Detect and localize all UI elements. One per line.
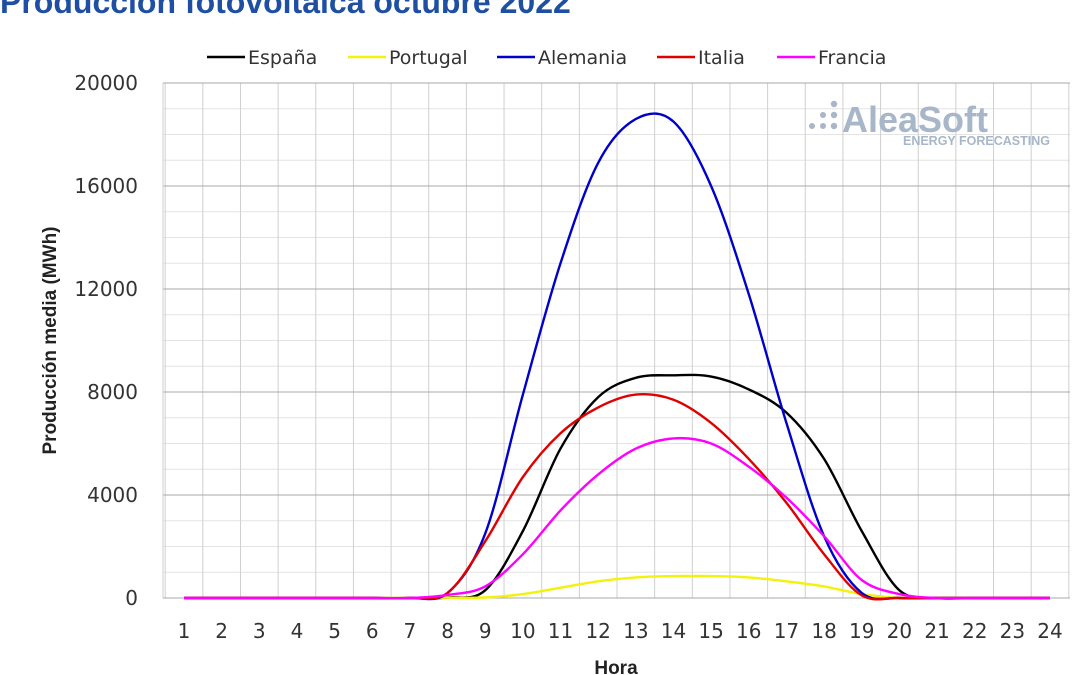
- legend: España Portugal Alemania Italia Francia: [207, 47, 886, 69]
- logo-dot: [820, 112, 826, 118]
- legend-label-alemania: Alemania: [538, 47, 627, 69]
- y-tick-label: 16000: [74, 174, 138, 198]
- logo-tagline: ENERGY FORECASTING: [903, 134, 1050, 148]
- x-tick-label: 9: [479, 619, 492, 643]
- y-tick-label: 20000: [74, 71, 138, 95]
- x-tick-label: 4: [291, 619, 304, 643]
- x-axis-label: Hora: [594, 658, 638, 675]
- page-title: Producción fotovoltaica octubre 2022: [0, 0, 571, 20]
- gridlines: [162, 82, 1070, 599]
- x-tick-label: 7: [404, 619, 417, 643]
- x-tick-label: 11: [548, 619, 573, 643]
- y-axis-label: Producción media (MWh): [40, 227, 61, 455]
- x-tick-label: 14: [661, 619, 686, 643]
- series-line-francia: [184, 436, 1050, 600]
- logo-dot: [830, 111, 838, 119]
- y-tick-label: 0: [125, 586, 138, 610]
- legend-label-italia: Italia: [698, 47, 745, 69]
- x-tick-label: 10: [510, 619, 535, 643]
- x-tick-label: 17: [774, 619, 799, 643]
- x-tick-label: 2: [215, 619, 228, 643]
- x-tick-label: 13: [623, 619, 648, 643]
- x-tick-label: 23: [1000, 619, 1025, 643]
- logo-dot: [830, 100, 838, 108]
- x-tick-label: 5: [328, 619, 341, 643]
- x-tick-label: 16: [736, 619, 761, 643]
- logo-dots-icon: [809, 100, 838, 130]
- y-tick-label: 12000: [74, 277, 138, 301]
- x-tick-label: 6: [366, 619, 379, 643]
- x-tick-label: 20: [887, 619, 912, 643]
- x-tick-labels: 1 2 3 4 5 6 7 8 9 10 11 12 13 14 15 16 17 18 19 20 21 22 23 24: [178, 619, 1063, 643]
- logo-dot: [830, 122, 838, 130]
- x-tick-label: 15: [698, 619, 723, 643]
- logo-dot: [809, 123, 815, 129]
- x-tick-label: 19: [849, 619, 874, 643]
- x-tick-label: 8: [441, 619, 454, 643]
- series-lines: [184, 112, 1050, 601]
- logo-name: AleaSoft: [842, 99, 988, 140]
- legend-label-portugal: Portugal: [389, 47, 468, 69]
- legend-label-espana: España: [248, 47, 317, 69]
- x-tick-label: 24: [1037, 619, 1062, 643]
- y-tick-labels: 0 4000 8000 12000 16000 20000: [74, 71, 138, 610]
- x-tick-label: 22: [962, 619, 987, 643]
- x-tick-label: 18: [811, 619, 836, 643]
- aleasoft-logo: AleaSoft ENERGY FORECASTING: [809, 99, 1050, 148]
- x-tick-label: 3: [253, 619, 266, 643]
- x-tick-label: 1: [178, 619, 191, 643]
- legend-label-francia: Francia: [818, 47, 886, 69]
- x-tick-label: 12: [585, 619, 610, 643]
- y-tick-label: 4000: [87, 483, 138, 507]
- y-tick-label: 8000: [87, 380, 138, 404]
- x-tick-label: 21: [924, 619, 949, 643]
- logo-dot: [820, 123, 826, 129]
